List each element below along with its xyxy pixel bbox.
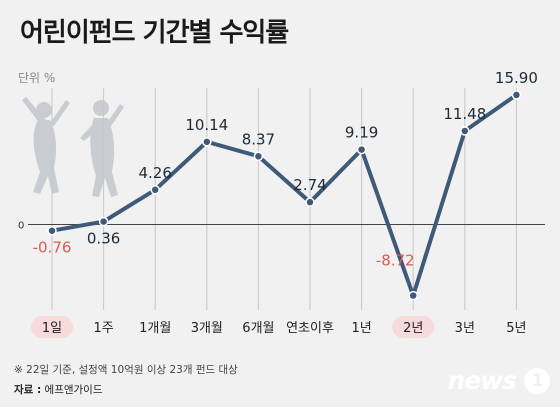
data-line (50, 92, 519, 298)
value-label: 9.19 (345, 124, 378, 142)
data-point (98, 216, 109, 227)
x-category-label: 1개월 (139, 321, 171, 336)
source-credit: 자료 : 에프앤가이드 (14, 382, 103, 397)
data-point (202, 137, 212, 147)
data-point (305, 197, 315, 207)
value-label: -8.72 (376, 252, 415, 270)
x-category-label: 1주 (93, 321, 113, 336)
value-label: 2.74 (293, 176, 326, 194)
category-highlight-pill (392, 316, 435, 338)
source-key: 자료 : (14, 384, 42, 396)
data-point (408, 290, 418, 301)
data-point (356, 144, 367, 155)
data-point (511, 90, 522, 100)
page-title: 어린이펀드 기간별 수익률 (20, 18, 289, 48)
value-label: 11.48 (443, 105, 486, 123)
silhouette-body (33, 120, 59, 194)
silhouette-body (90, 118, 118, 197)
value-label: 15.90 (495, 69, 538, 87)
footnote: ※ 22일 기준, 설정액 10억원 이상 23개 펀드 대상 (14, 364, 238, 376)
news1-logo: news 1 (448, 366, 550, 395)
data-point (460, 126, 470, 136)
silhouette-arms (80, 104, 124, 141)
logo-text: news (447, 366, 518, 395)
category-highlight-pill (31, 316, 73, 338)
value-label: 8.37 (242, 130, 275, 148)
logo-badge: 1 (524, 368, 550, 394)
x-category-label: 1년 (351, 321, 371, 336)
x-category-label: 6개월 (242, 321, 274, 336)
silhouette-arms (22, 97, 70, 126)
value-label: 4.26 (138, 164, 171, 182)
data-point (150, 185, 160, 195)
x-category-label: 연초이후 (286, 321, 334, 336)
data-point (47, 225, 57, 236)
x-category-label: 1일 (42, 321, 62, 336)
data-point (253, 151, 264, 162)
value-label: -0.76 (33, 239, 72, 257)
unit-label: 단위 % (18, 71, 55, 85)
x-category-label: 3개월 (191, 321, 223, 336)
silhouette-head (93, 100, 109, 116)
source-value: 에프앤가이드 (44, 384, 103, 396)
x-category-label: 5년 (506, 321, 526, 336)
value-label: 0.36 (87, 230, 120, 248)
y-tick-label: 0 (18, 221, 24, 232)
value-label: 10.14 (185, 116, 228, 134)
x-category-label: 3년 (455, 321, 475, 336)
decorative-silhouettes (22, 97, 124, 197)
x-category-label: 2년 (403, 321, 423, 336)
